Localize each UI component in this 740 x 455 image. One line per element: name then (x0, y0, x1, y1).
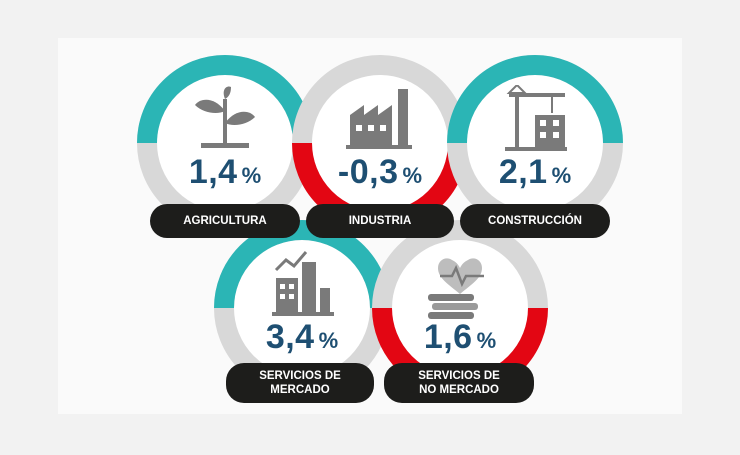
sector-construccion: 2,1% (445, 53, 625, 233)
value-servicios-no-mercado: 1,6% (370, 318, 550, 357)
ring-positive-arc (447, 55, 623, 144)
value-number: 1,4 (188, 153, 238, 191)
label-line: SERVICIOS DE (418, 370, 500, 382)
value-number: 3,4 (265, 318, 315, 356)
buildings-chart-icon (272, 251, 334, 316)
label-servicios-mercado: SERVICIOS DE MERCADO (226, 363, 374, 403)
value-number: 2,1 (498, 153, 548, 191)
value-number: 1,6 (423, 318, 473, 356)
label-line: CONSTRUCCIÓN (488, 215, 582, 227)
label-line: MERCADO (270, 384, 330, 396)
label-line: NO MERCADO (419, 384, 499, 396)
percent-unit: % (402, 163, 423, 188)
label-servicios-no-mercado: SERVICIOS DE NO MERCADO (384, 363, 534, 403)
label-industria: INDUSTRIA (306, 204, 454, 238)
crane-icon (505, 85, 567, 151)
value-servicios-mercado: 3,4% (212, 318, 392, 357)
percent-unit: % (476, 328, 497, 353)
value-agricultura: 1,4% (135, 153, 315, 192)
ring-positive-arc (137, 55, 313, 144)
ring-positive-arc (214, 220, 390, 309)
label-line: AGRICULTURA (183, 215, 267, 227)
label-line: SERVICIOS DE (259, 370, 341, 382)
heart-books-icon (428, 258, 484, 319)
value-number: -0,3 (337, 153, 399, 191)
plant-icon (195, 86, 255, 148)
percent-unit: % (318, 328, 339, 353)
factory-icon (346, 89, 412, 149)
percent-unit: % (551, 163, 572, 188)
label-line: INDUSTRIA (348, 215, 412, 227)
label-agricultura: AGRICULTURA (150, 204, 300, 238)
infographic-panel: 1,4% -0,3% (58, 38, 682, 414)
value-industria: -0,3% (290, 153, 470, 192)
label-construccion: CONSTRUCCIÓN (460, 204, 610, 238)
percent-unit: % (241, 163, 262, 188)
value-construccion: 2,1% (445, 153, 625, 192)
